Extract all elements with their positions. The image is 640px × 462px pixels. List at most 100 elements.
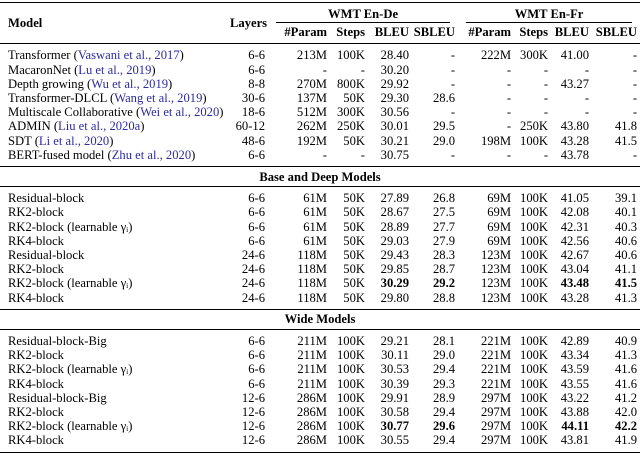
cell-ende-param: 118M: [297, 262, 327, 277]
cell-layers: 48-6: [241, 133, 265, 148]
cell-model: BERT-fused model (Zhu et al., 2020): [8, 147, 196, 162]
cell-ende-sbleu: -: [450, 62, 456, 77]
table-row: MacaronNet (Lu et al., 2019) 6-6- -30.20- -…: [0, 63, 640, 77]
cell-model: RK2-block (learnable γᵢ): [0, 220, 230, 234]
cell-ende-param: 192M: [296, 133, 327, 148]
cell-enfr-steps: 100K: [520, 233, 549, 248]
citation-link[interactable]: Vaswani et al., 2017: [77, 48, 180, 63]
cell-enfr-param: 221M: [480, 348, 512, 363]
cell-layers: 6-6: [248, 191, 265, 206]
cell-layers: 6-6: [248, 376, 265, 391]
cell-ende-bleu: 28.67: [380, 205, 409, 220]
cell-ende-steps: 50K: [343, 191, 365, 206]
citation-link[interactable]: Zhu et al., 2020: [111, 147, 192, 162]
citation-link[interactable]: Li et al., 2020: [38, 133, 110, 148]
cell-ende-bleu: 30.58: [380, 405, 409, 420]
model-name: Transformer-DLCL: [8, 91, 107, 106]
col-header-model: Model: [8, 16, 43, 31]
citation-link[interactable]: Wang et al., 2019: [114, 91, 203, 106]
table-row: RK4-block 6-6 211M 100K 30.39 29.3 221M 100K 43.…: [0, 377, 640, 391]
col-header-layers: Layers: [230, 16, 268, 31]
cell-ende-steps: 800K: [337, 76, 365, 91]
model-name: RK2-block: [8, 405, 64, 420]
table-row: RK2-block (learnable γᵢ) 6-6 61M 50K 28.89 27…: [0, 220, 640, 234]
table-row: Residual-block-Big 12-6 286M 100K 29.91 28.9 2…: [0, 391, 640, 405]
cell-model: RK2-block: [0, 348, 230, 362]
section-header-row: Base and Deep Models: [0, 166, 640, 188]
cell-enfr-steps: 100K: [520, 348, 549, 363]
cell-ende-steps: -: [360, 147, 365, 162]
model-name: RK2-block (learnable γᵢ): [8, 276, 133, 291]
cell-enfr-param: -: [506, 91, 512, 106]
cell-enfr-steps: 100K: [520, 405, 549, 420]
model-name: MacaronNet: [8, 62, 71, 77]
citation-link[interactable]: Liu et al., 2020a: [58, 119, 141, 134]
group-header-wmt-en-fr: WMT En-Fr: [458, 3, 640, 24]
cell-ende-sbleu: 28.7: [432, 262, 456, 277]
cell-ende-steps: 50K: [343, 276, 365, 291]
citation-link[interactable]: Lu et al., 2019: [78, 62, 152, 77]
cell-enfr-param: -: [506, 62, 512, 77]
table-row: SDT (Li et al., 2020) 48-6 192M 50K 30.21 29.…: [0, 134, 640, 148]
cell-ende-bleu: 27.89: [380, 191, 409, 206]
citation-link[interactable]: Wei et al., 2020: [140, 105, 220, 120]
model-name: RK2-block (learnable γᵢ): [8, 219, 133, 234]
cell-ende-steps: 50K: [343, 233, 365, 248]
cell-enfr-param: -: [506, 105, 512, 120]
model-name: RK2-block: [8, 205, 64, 220]
subcol-ende-param: #Param: [284, 25, 327, 40]
cell-ende-bleu: 29.30: [380, 91, 409, 106]
cell-enfr-sbleu: 41.5: [614, 276, 638, 291]
cell-ende-steps: 100K: [337, 362, 365, 377]
cell-model: Residual-block-Big: [0, 330, 230, 349]
cell-enfr-bleu: 43.28: [560, 133, 590, 148]
cell-ende-bleu: 28.89: [380, 219, 409, 234]
cell-enfr-bleu: 42.56: [560, 233, 590, 248]
cell-ende-steps: 50K: [343, 290, 365, 305]
cell-ende-steps: 50K: [343, 205, 365, 220]
cell-model: MacaronNet (Lu et al., 2019): [8, 62, 156, 77]
cell-enfr-param: 123M: [480, 262, 512, 277]
cell-ende-param: 61M: [303, 205, 327, 220]
cell-ende-param: 211M: [297, 362, 327, 377]
cell-enfr-sbleu: 41.3: [614, 348, 638, 363]
citation-link[interactable]: Wu et al., 2019: [91, 76, 169, 91]
cell-layers: 6-6: [248, 334, 265, 349]
cell-layers: 6-6: [248, 233, 265, 248]
cell-ende-param: 270M: [296, 76, 327, 91]
cell-ende-steps: 50K: [343, 133, 365, 148]
cell-enfr-bleu: 43.80: [560, 119, 590, 134]
table-row: Depth growing (Wu et al., 2019) 8-8 270M 80…: [0, 77, 640, 91]
cell-ende-steps: 300K: [337, 105, 365, 120]
cell-enfr-sbleu: 41.1: [614, 262, 638, 277]
cell-enfr-bleu: 43.48: [560, 276, 590, 291]
table-row: Residual-block 24-6 118M 50K 29.43 28.3 123M 10…: [0, 248, 640, 262]
cell-enfr-param: -: [506, 147, 512, 162]
table-row: RK2-block (learnable γᵢ) 6-6 211M 100K 30.53…: [0, 362, 640, 376]
cell-enfr-param: 221M: [480, 362, 512, 377]
cell-ende-sbleu: -: [450, 105, 456, 120]
cell-ende-bleu: 30.56: [380, 105, 409, 120]
cell-enfr-steps: 100K: [520, 334, 549, 349]
cell-ende-bleu: 30.20: [380, 62, 409, 77]
cell-enfr-param: 297M: [480, 433, 512, 448]
table-row: BERT-fused model (Zhu et al., 2020) 6-6 - -…: [0, 148, 640, 167]
cell-enfr-bleu: 42.89: [560, 334, 590, 349]
cell-model: SDT (Li et al., 2020): [8, 133, 114, 148]
cell-ende-sbleu: 29.2: [432, 276, 456, 291]
results-table: Model Layers WMT En-De WMT En-Fr #Param …: [0, 2, 640, 453]
cell-model: RK2-block (learnable γᵢ): [0, 362, 230, 376]
cell-ende-param: 137M: [296, 91, 327, 106]
cell-enfr-param: 297M: [480, 390, 512, 405]
cell-layers: 24-6: [241, 262, 265, 277]
cell-enfr-param: 198M: [480, 133, 512, 148]
cell-enfr-bleu: 43.27: [560, 76, 590, 91]
cell-enfr-bleu: 43.88: [560, 405, 590, 420]
cell-enfr-sbleu: -: [632, 48, 638, 63]
cell-model: Transformer-DLCL (Wang et al., 2019): [8, 91, 207, 106]
cell-ende-bleu: 29.91: [380, 390, 409, 405]
cell-ende-bleu: 30.53: [380, 362, 409, 377]
cell-ende-steps: 250K: [337, 119, 365, 134]
subcol-ende-bleu: BLEU: [374, 25, 409, 40]
cell-model: Residual-block: [0, 187, 230, 206]
